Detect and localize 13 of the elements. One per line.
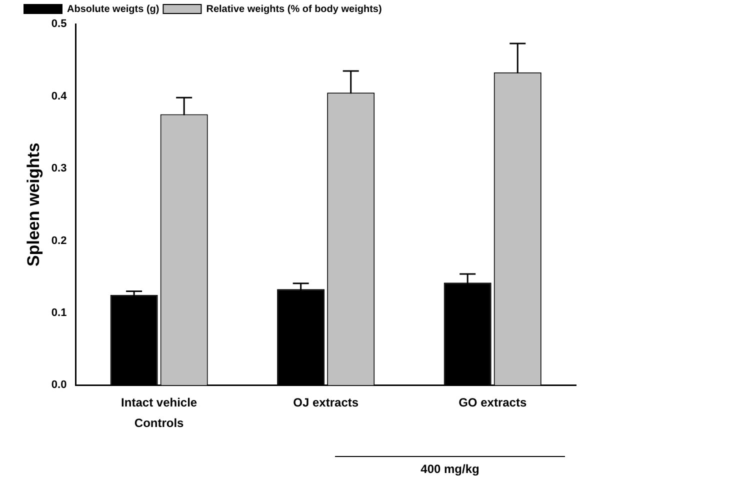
legend-label: Absolute weigts (g) [67,4,160,15]
y-tick-label: 0.3 [51,162,67,175]
y-tick-label: 0.4 [51,90,68,102]
x-tick-label: Intact vehicle Controls [121,396,198,430]
text: 400 mg/kg [420,462,480,476]
y-tick-label: 0.5 [51,18,67,30]
x-tick-label: GO extracts [458,396,527,410]
x-tick-label: OJ extracts [293,396,359,410]
y-axis-title: Spleen weights [24,142,43,266]
y-tick-label: 0.2 [51,234,67,247]
y-tick-label: 0.1 [51,306,67,319]
legend-label: Relative weights (% of body weights) [206,4,382,15]
y-tick-label: 0.0 [51,379,67,392]
